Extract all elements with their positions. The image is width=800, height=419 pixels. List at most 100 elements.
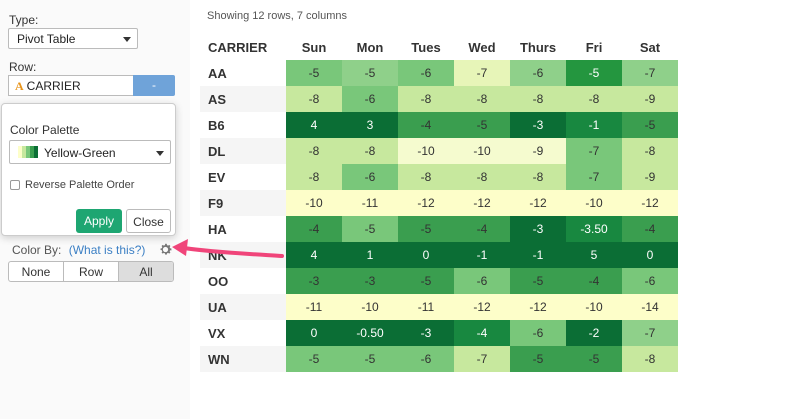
value-cell: -3 [510, 216, 566, 242]
value-cell: -1 [510, 242, 566, 268]
value-cell: -4 [622, 216, 678, 242]
carrier-cell: AA [200, 60, 286, 86]
color-by-help-link[interactable]: (What is this?) [68, 243, 146, 257]
value-cell: -6 [398, 346, 454, 372]
value-cell: -5 [454, 112, 510, 138]
palette-select[interactable]: Yellow-Green [9, 140, 171, 164]
palette-select-value: Yellow-Green [44, 146, 116, 160]
value-cell: -12 [510, 190, 566, 216]
type-a-icon: A [15, 79, 24, 93]
caret-down-icon [156, 151, 164, 156]
value-cell: -2 [566, 320, 622, 346]
value-cell: -8 [342, 138, 398, 164]
type-label: Type: [9, 13, 39, 27]
color-by-none[interactable]: None [9, 262, 64, 281]
value-cell: -10 [342, 294, 398, 320]
value-cell: -7 [566, 164, 622, 190]
carrier-cell: EV [200, 164, 286, 190]
value-cell: -10 [566, 190, 622, 216]
pointer-arrow-icon [172, 239, 284, 258]
reverse-palette-checkbox[interactable] [10, 180, 20, 190]
value-cell: -12 [622, 190, 678, 216]
table-row: HA -4 -5 -5 -4 -3 -3.50 -4 [200, 216, 678, 242]
table-row: UA -11 -10 -11 -12 -12 -10 -14 [200, 294, 678, 320]
value-cell: 4 [286, 242, 342, 268]
value-cell: -3 [286, 268, 342, 294]
carrier-cell: AS [200, 86, 286, 112]
value-cell: -6 [510, 320, 566, 346]
value-cell: -5 [566, 346, 622, 372]
value-cell: -9 [622, 86, 678, 112]
value-cell: -4 [398, 112, 454, 138]
value-cell: -12 [454, 294, 510, 320]
value-cell: -5 [342, 60, 398, 86]
value-cell: -4 [566, 268, 622, 294]
value-cell: -4 [286, 216, 342, 242]
value-cell: -6 [510, 60, 566, 86]
table-row: F9 -10 -11 -12 -12 -12 -10 -12 [200, 190, 678, 216]
table-row: AA -5 -5 -6 -7 -6 -5 -7 [200, 60, 678, 86]
carrier-cell: OO [200, 268, 286, 294]
value-cell: 3 [342, 112, 398, 138]
value-cell: -3 [398, 320, 454, 346]
value-cell: -5 [622, 112, 678, 138]
value-cell: -3 [510, 112, 566, 138]
value-cell: -8 [510, 164, 566, 190]
value-cell: -3 [342, 268, 398, 294]
value-cell: -8 [286, 86, 342, 112]
table-row: VX 0 -0.50 -3 -4 -6 -2 -7 [200, 320, 678, 346]
palette-swatch-icon [18, 146, 38, 158]
color-by-label: Color By: [12, 243, 62, 257]
close-button[interactable]: Close [126, 209, 171, 233]
carrier-cell: UA [200, 294, 286, 320]
value-cell: -3.50 [566, 216, 622, 242]
color-by-all[interactable]: All [119, 262, 173, 281]
value-cell: -9 [510, 138, 566, 164]
value-cell: -8 [622, 346, 678, 372]
column-header: Sun [301, 40, 327, 55]
gear-icon[interactable] [158, 242, 173, 257]
value-cell: -5 [286, 60, 342, 86]
value-cell: -5 [566, 60, 622, 86]
table-row: DL -8 -8 -10 -10 -9 -7 -8 [200, 138, 678, 164]
row-field[interactable]: A CARRIER [8, 75, 133, 96]
value-cell: -8 [398, 164, 454, 190]
remove-row-button[interactable]: - [133, 75, 175, 96]
value-cell: 0 [398, 242, 454, 268]
value-cell: 4 [286, 112, 342, 138]
status-text: Showing 12 rows, 7 columns [207, 10, 348, 22]
value-cell: 1 [342, 242, 398, 268]
value-cell: -12 [398, 190, 454, 216]
value-cell: 0 [286, 320, 342, 346]
table-row: B6 4 3 -4 -5 -3 -1 -5 [200, 112, 678, 138]
value-cell: -7 [622, 60, 678, 86]
value-cell: -9 [622, 164, 678, 190]
value-cell: -6 [454, 268, 510, 294]
type-select[interactable]: Pivot Table [8, 28, 138, 49]
value-cell: 5 [566, 242, 622, 268]
column-header: CARRIER [208, 40, 268, 55]
header-row: CARRIER Sun Mon Tues Wed Thurs Fri Sat [200, 35, 678, 60]
color-by-row-option[interactable]: Row [64, 262, 119, 281]
value-cell: -5 [398, 268, 454, 294]
value-cell: -8 [510, 86, 566, 112]
table-row: AS -8 -6 -8 -8 -8 -8 -9 [200, 86, 678, 112]
caret-down-icon [123, 37, 131, 42]
value-cell: -6 [342, 86, 398, 112]
color-by-toggle: None Row All [8, 261, 174, 282]
carrier-cell: VX [200, 320, 286, 346]
column-header: Sat [639, 40, 661, 55]
value-cell: -5 [510, 346, 566, 372]
value-cell: -7 [622, 320, 678, 346]
value-cell: -12 [454, 190, 510, 216]
column-header: Tues [411, 40, 441, 55]
left-panel: Type: Pivot Table Row: A CARRIER - Color … [0, 0, 190, 419]
column-header: Wed [468, 40, 496, 55]
pivot-table: CARRIER Sun Mon Tues Wed Thurs Fri Sat A… [200, 35, 678, 372]
apply-button[interactable]: Apply [76, 209, 122, 233]
reverse-palette-row[interactable]: Reverse Palette Order [10, 179, 134, 191]
value-cell: -12 [510, 294, 566, 320]
value-cell: -8 [286, 138, 342, 164]
table-row: OO -3 -3 -5 -6 -5 -4 -6 [200, 268, 678, 294]
value-cell: -11 [342, 190, 398, 216]
